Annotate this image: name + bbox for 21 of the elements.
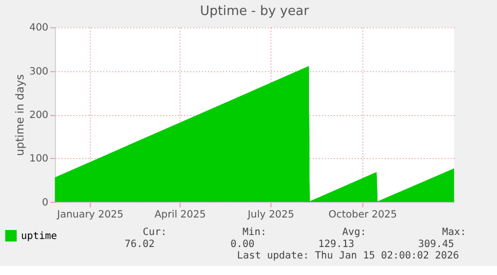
text: Avg: — [342, 226, 366, 238]
text: 76.02 — [124, 238, 155, 250]
y-tick-label: 400 — [29, 22, 48, 34]
chart-title: Uptime - by year — [200, 4, 310, 20]
text: Max: — [442, 226, 466, 238]
legend-label: uptime — [20, 230, 57, 242]
text: 129.13 — [318, 238, 354, 250]
x-tick-label: July 2025 — [246, 209, 294, 220]
x-tick-label: April 2025 — [154, 209, 206, 220]
text: 0.00 — [230, 238, 254, 250]
y-tick-label: 0 — [42, 197, 48, 208]
y-tick-label: 300 — [29, 66, 48, 78]
x-tick-label: October 2025 — [328, 209, 397, 220]
y-tick-label: 100 — [29, 154, 48, 165]
text: Min: — [242, 226, 266, 238]
y-axis-title: uptime in days — [13, 74, 26, 156]
text: 309.45 — [418, 238, 454, 250]
y-tick-label: 200 — [29, 110, 48, 122]
text: Cur: — [142, 226, 167, 238]
text: Last update: Thu Jan 15 02:00:02 2026 — [237, 250, 460, 262]
x-tick-label: January 2025 — [56, 209, 124, 220]
